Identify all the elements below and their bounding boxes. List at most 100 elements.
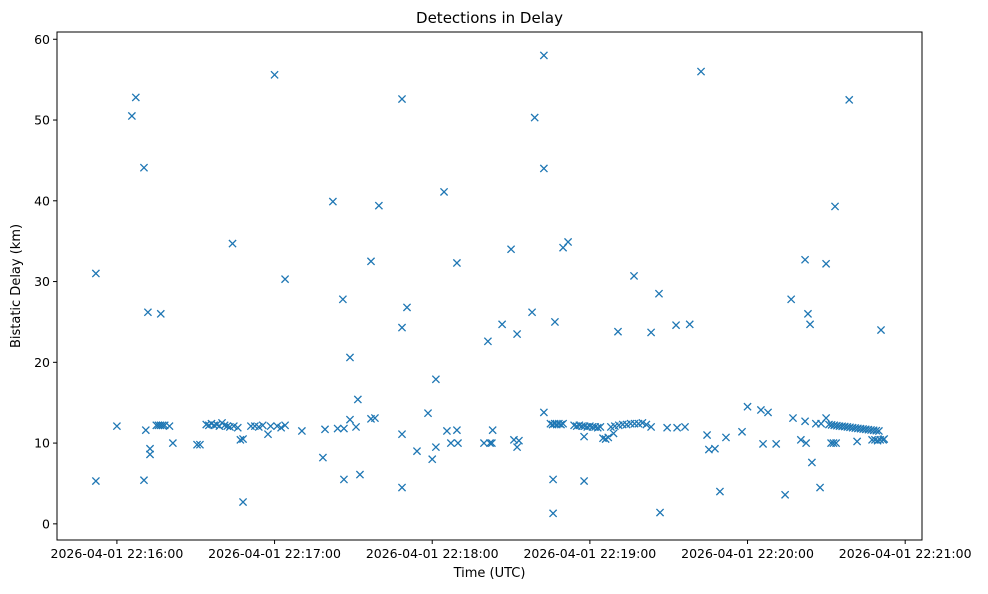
data-point <box>604 433 613 442</box>
data-point <box>446 439 455 448</box>
data-point <box>829 439 838 448</box>
data-point <box>423 409 433 418</box>
data-point <box>333 424 342 433</box>
data-point <box>452 258 461 268</box>
data-point <box>397 430 407 439</box>
data-point <box>339 424 348 433</box>
data-point <box>703 430 712 440</box>
data-point <box>351 422 361 431</box>
data-point <box>366 257 376 266</box>
data-point <box>556 420 566 429</box>
data-point <box>513 443 522 452</box>
x-tick-label: 2026-04-01 22:19:00 <box>523 546 656 561</box>
data-point <box>139 476 149 485</box>
plot-frame <box>56 31 923 541</box>
data-point <box>452 426 461 435</box>
data-point <box>402 303 412 312</box>
data-point <box>721 433 731 442</box>
data-point <box>488 426 497 435</box>
x-tick-label: 2026-04-01 22:20:00 <box>681 546 814 561</box>
data-point <box>743 402 752 411</box>
data-point <box>803 309 813 318</box>
data-point <box>158 421 167 430</box>
data-point <box>647 328 656 337</box>
data-point <box>874 426 883 436</box>
data-point <box>131 93 140 102</box>
data-point <box>258 421 267 430</box>
data-point <box>549 475 558 484</box>
data-point <box>853 437 862 446</box>
data-point <box>822 259 831 268</box>
data-point <box>246 422 255 431</box>
data-point <box>781 490 790 499</box>
data-point <box>758 439 768 448</box>
data-point <box>397 483 407 492</box>
data-point <box>596 422 605 431</box>
data-point <box>580 476 589 486</box>
data-point <box>580 432 589 441</box>
y-tick-label: 0 <box>42 516 50 531</box>
data-point <box>715 487 724 496</box>
data-point <box>228 239 237 248</box>
data-point <box>629 271 639 280</box>
data-point <box>801 255 810 264</box>
data-point <box>266 422 275 431</box>
y-axis-label: Bistatic Delay (km) <box>9 224 24 348</box>
data-point <box>593 423 602 432</box>
data-point <box>112 422 121 431</box>
y-tick-label: 10 <box>34 436 50 451</box>
data-point <box>431 443 440 452</box>
data-point <box>442 426 451 436</box>
data-point <box>479 439 489 448</box>
data-point <box>439 187 449 196</box>
data-point <box>845 95 854 104</box>
data-point <box>318 453 327 462</box>
data-point <box>802 439 811 448</box>
data-point <box>647 422 656 431</box>
data-point <box>872 426 881 435</box>
data-point <box>263 430 273 439</box>
data-point <box>737 427 747 436</box>
data-point <box>483 337 492 346</box>
data-point <box>127 111 136 121</box>
data-point <box>756 405 765 415</box>
x-tick-label: 2026-04-01 22:16:00 <box>51 546 184 561</box>
data-point <box>787 295 796 304</box>
data-point <box>141 426 150 435</box>
data-point <box>192 440 202 449</box>
data-point <box>671 321 681 330</box>
data-point <box>564 237 573 247</box>
data-point <box>281 421 290 430</box>
data-point <box>270 70 279 79</box>
data-point <box>613 327 623 336</box>
y-tick-label: 60 <box>34 32 50 47</box>
data-point <box>539 51 548 60</box>
data-point <box>772 439 781 448</box>
data-point <box>195 440 204 449</box>
data-point <box>485 439 495 448</box>
data-point <box>710 444 720 453</box>
x-axis-ticks: 2026-04-01 22:16:00 2026-04-01 22:17:00 20… <box>51 540 972 561</box>
data-point <box>453 439 463 448</box>
data-point <box>297 426 306 436</box>
data-point <box>412 447 422 456</box>
y-tick-label: 50 <box>34 113 50 128</box>
data-point <box>220 421 229 430</box>
data-point <box>277 423 286 432</box>
data-point <box>876 325 886 335</box>
data-point <box>168 439 177 448</box>
data-point <box>514 436 523 445</box>
data-point <box>236 435 245 444</box>
data-point <box>642 420 651 429</box>
data-point <box>145 450 155 459</box>
data-point <box>156 309 165 318</box>
data-markers <box>91 51 889 518</box>
data-point <box>663 423 672 432</box>
data-point <box>139 163 149 172</box>
data-point <box>91 269 100 278</box>
chart-title: Detections in Delay <box>416 9 563 27</box>
x-tick-label: 2026-04-01 22:17:00 <box>208 546 341 561</box>
data-point <box>320 425 330 434</box>
data-point <box>397 94 407 104</box>
data-point <box>832 439 841 448</box>
